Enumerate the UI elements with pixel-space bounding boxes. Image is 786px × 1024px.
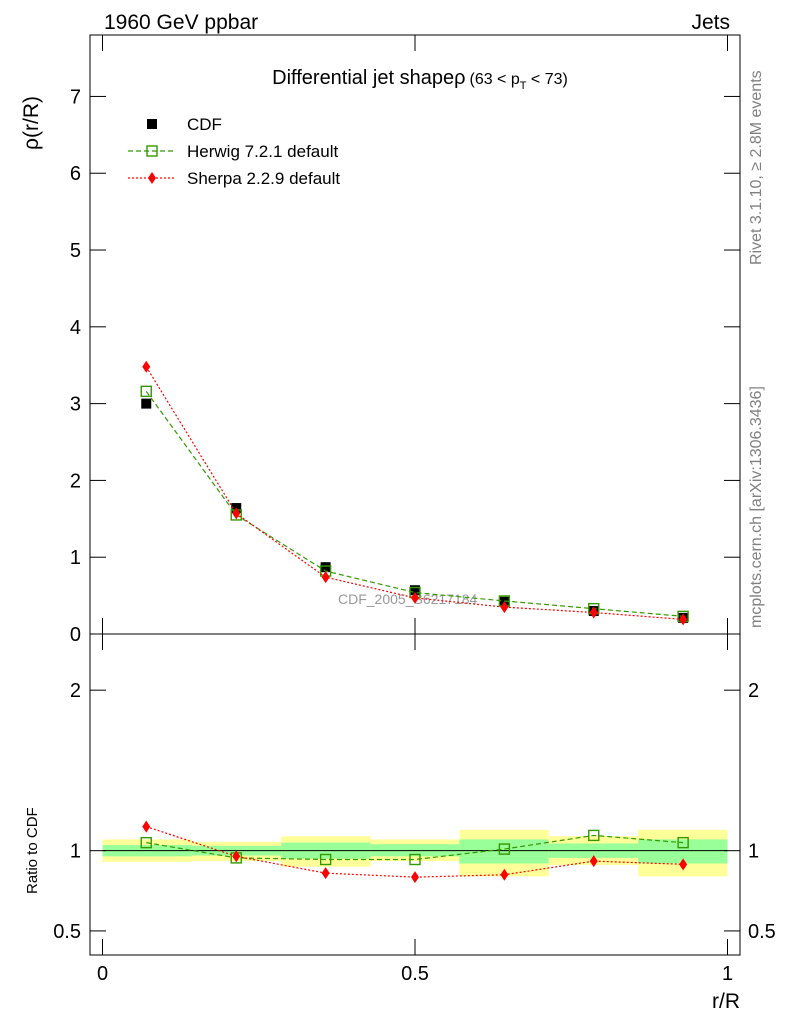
main-ylabel: ρ(r/R) [20,96,43,150]
legend-sherpa-label: Sherpa 2.2.9 default [187,169,340,188]
ratio-band-green-4 [459,839,549,864]
main-sherpa-point-5 [589,606,598,619]
ratio-xlabel: r/R [712,990,740,1013]
legend-herwig-label: Herwig 7.2.1 default [187,142,338,161]
main-panel: Differential jet shapeρ (63 < pT < 73) ρ(… [20,34,741,646]
main-sherpa-point-4 [500,601,509,614]
ratio-sherpa-point-1 [232,850,241,863]
main-ytick-label-7: 7 [70,86,81,108]
ratio-herwig-point-5 [588,829,600,842]
ratio-ytick-label-right-2: 2 [748,680,759,702]
main-ytick-label-1: 1 [70,547,81,569]
main-sherpa-point-2 [321,571,330,584]
ratio-sherpa-point-2 [321,867,330,880]
main-ytick-label-3: 3 [70,394,81,416]
side-label-top: Rivet 3.1.10, ≥ 2.8M events [748,70,765,265]
main-sherpa-point-1 [232,507,241,520]
main-title-cut-end: < 73) [526,71,567,88]
ratio-sherpa-point-6 [679,858,688,871]
main-herwig-point-0 [140,385,152,398]
side-label-bottom: mcplots.cern.ch [arXiv:1306.3436] [748,386,765,628]
main-title-cut-sub: T [520,80,527,92]
header-right: Jets [691,11,730,34]
main-cdf-point-3 [410,585,420,596]
ratio-herwig-point-6 [677,836,689,849]
main-title: Differential jet shapeρ (63 < pT < 73) [272,67,568,92]
ratio-xtick-label-2: 1 [722,963,733,985]
ratio-frame [89,633,741,956]
legend-sherpa-marker [148,172,156,184]
ratio-sherpa-point-3 [411,871,419,884]
main-title-cut: (63 < p [469,71,519,88]
legend-cdf-marker [147,119,157,129]
ratio-sherpa-point-5 [589,855,598,868]
main-cdf-point-0 [141,398,152,409]
header-left: 1960 GeV ppbar [104,11,258,34]
ratio-ytick-label-2: 2 [70,680,81,702]
main-ytick-label-4: 4 [70,317,81,339]
main-sherpa-point-0 [142,360,151,373]
ratio-panel: 0.5 0.5 1 1 2 2 0 0.5 1 Ratio to CDF r/R [24,633,776,1013]
main-sherpa-point-3 [411,591,419,604]
ratio-sherpa-point-0 [142,820,151,833]
main-sherpa-line [145,366,684,621]
ratio-herwig-point-3 [409,853,421,866]
main-title-text: Differential jet shapeρ [272,67,465,89]
main-herwig-line [145,390,684,617]
ratio-ytick-label-0: 0.5 [53,921,81,943]
main-ytick-label-5: 5 [70,240,81,262]
legend-cdf-label: CDF [187,115,222,134]
legend-herwig-marker [146,145,158,157]
ratio-sherpa-point-4 [500,868,509,881]
main-cdf-point-2 [320,562,331,573]
ratio-xtick-label-1: 0.5 [401,963,429,985]
main-ytick-label-0: 0 [70,624,81,646]
ratio-ytick-label-right-1: 1 [748,841,759,863]
ratio-herwig-point-2 [319,853,332,866]
main-ytick-label-6: 6 [70,163,81,185]
ratio-xtick-label-0: 0 [97,963,108,985]
watermark: CDF_2005_S6217184 [338,591,478,607]
legend: CDF Herwig 7.2.1 default Sherpa 2.2.9 defa… [128,115,340,188]
ratio-ytick-label-right-0: 0.5 [748,921,776,943]
ratio-herwig-point-0 [140,836,152,849]
ratio-ytick-label-1: 1 [70,841,81,863]
ratio-herwig-point-4 [498,843,511,855]
main-ytick-label-2: 2 [70,470,81,492]
ratio-ylabel: Ratio to CDF [24,807,41,894]
main-sherpa-point-6 [679,613,688,626]
